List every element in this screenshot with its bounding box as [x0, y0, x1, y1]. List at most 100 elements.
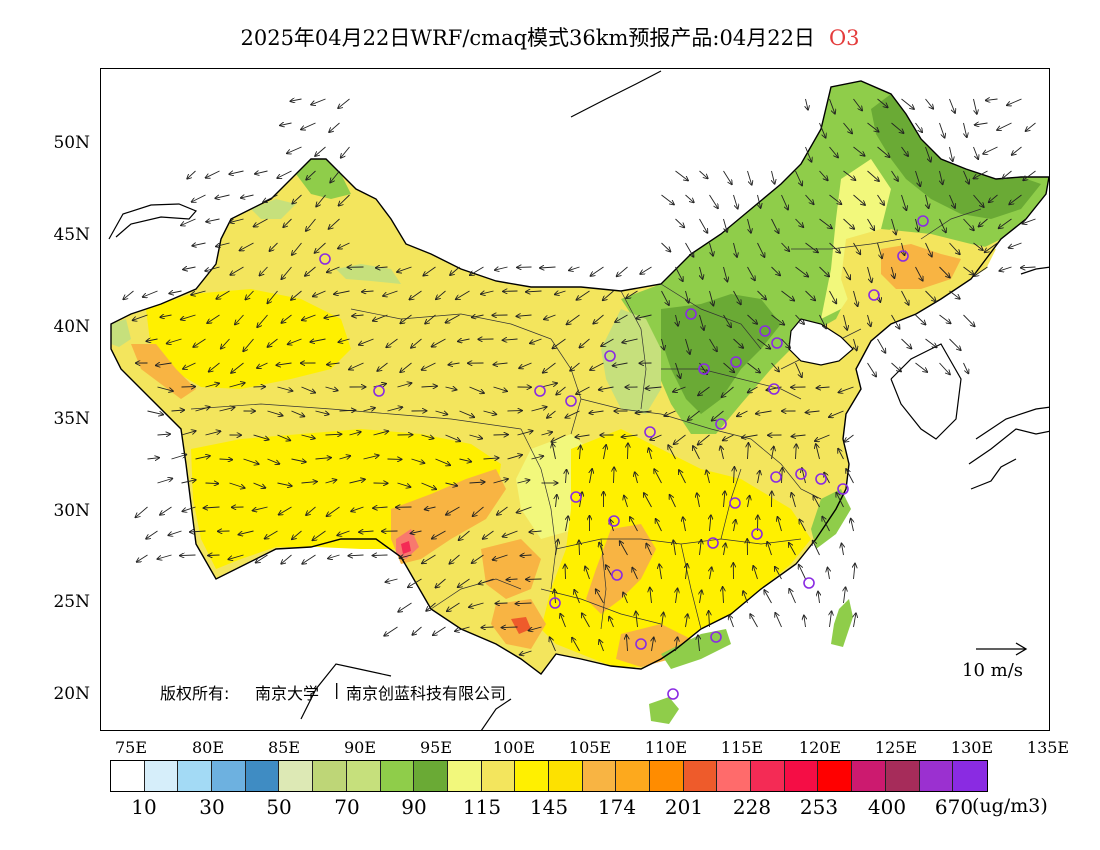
- wind-arrow: [949, 98, 956, 113]
- wind-arrow: [915, 170, 921, 186]
- wind-arrow: [795, 170, 803, 186]
- wind-arrow: [421, 434, 434, 438]
- wind-arrow: [334, 290, 350, 294]
- wind-arrow: [829, 242, 841, 253]
- wind-arrow: [280, 123, 292, 125]
- wind-arrow: [734, 467, 735, 484]
- wind-arrow: [230, 218, 244, 222]
- wind-arrow: [191, 290, 206, 295]
- wind-arrow: [253, 482, 266, 488]
- lat-label: 45N: [53, 225, 90, 245]
- lon-label: 130E: [950, 738, 994, 757]
- wind-arrow: [411, 531, 422, 533]
- wind-arrow: [983, 146, 998, 154]
- wind-arrow: [219, 459, 233, 460]
- wind-arrow: [327, 506, 340, 516]
- wind-arrow: [815, 434, 830, 441]
- city-marker: [667, 688, 679, 700]
- wind-arrow: [216, 290, 230, 299]
- wind-arrow: [830, 611, 832, 628]
- wind-arrow: [123, 290, 134, 299]
- wind-arrow: [576, 386, 590, 394]
- wind-arrow: [699, 314, 704, 330]
- wind-arrow: [805, 242, 818, 252]
- wind-arrow: [974, 266, 988, 276]
- wind-arrow: [901, 194, 907, 210]
- wind-arrow: [529, 626, 542, 631]
- wind-arrow: [999, 218, 1012, 228]
- city-marker: [730, 356, 742, 368]
- wind-arrow: [408, 578, 422, 587]
- wind-arrow: [570, 362, 580, 371]
- wind-arrow: [709, 338, 717, 351]
- wind-arrow: [283, 218, 292, 227]
- wind-arrow: [789, 543, 796, 556]
- wind-arrow: [915, 122, 923, 132]
- colorbar-cell: [616, 761, 650, 791]
- city-marker: [707, 537, 719, 549]
- wind-arrow: [844, 434, 854, 442]
- wind-arrow: [818, 592, 820, 604]
- wind-arrow: [764, 590, 772, 604]
- city-marker: [751, 528, 763, 540]
- wind-arrow: [292, 242, 302, 255]
- wind-arrow: [901, 98, 915, 109]
- wind-arrow: [397, 266, 412, 272]
- junggar-green: [296, 159, 351, 199]
- wind-arrow: [693, 446, 700, 460]
- wind-arrow: [949, 194, 956, 208]
- lat-label: 50N: [53, 133, 90, 153]
- wind-arrow: [824, 473, 830, 484]
- wind-arrow: [867, 218, 875, 230]
- wind-arrow: [277, 434, 291, 440]
- wind-arrow: [772, 170, 775, 184]
- wind-arrow: [733, 242, 738, 257]
- wind-arrow: [698, 386, 710, 395]
- wind-arrow: [422, 362, 436, 370]
- wind-arrow: [622, 435, 638, 437]
- map-panel: [100, 68, 1050, 731]
- wind-arrow: [822, 517, 830, 532]
- wind-arrow: [902, 242, 905, 255]
- wind-arrow: [339, 410, 356, 411]
- colorbar-cell: [279, 761, 314, 791]
- wind-arrow: [939, 122, 945, 138]
- wind-arrow: [421, 386, 438, 387]
- wind-arrow: [579, 541, 580, 556]
- wind-arrow: [698, 635, 700, 652]
- wind-arrow: [644, 493, 652, 508]
- wind-arrow: [676, 589, 678, 604]
- colorbar: [110, 760, 988, 792]
- wind-arrow: [781, 242, 790, 251]
- wind-arrow: [661, 194, 674, 205]
- wind-arrow: [541, 432, 553, 435]
- wind-arrow: [290, 99, 302, 101]
- wind-arrow: [277, 170, 292, 178]
- wind-arrow: [183, 362, 196, 369]
- wind-arrow: [750, 614, 758, 628]
- wind-arrow: [339, 456, 351, 459]
- south-coast-green: [661, 629, 731, 669]
- wind-arrow: [157, 386, 173, 391]
- city-marker: [759, 325, 771, 337]
- wind-arrow: [459, 410, 475, 417]
- wind-arrow: [315, 458, 332, 459]
- wind-arrow: [723, 170, 732, 184]
- lon-label: 75E: [114, 738, 148, 757]
- wind-arrow: [456, 290, 470, 299]
- wind-arrow: [516, 603, 532, 604]
- wind-arrow: [901, 338, 912, 349]
- wind-arrow: [782, 468, 783, 484]
- wind-arrow: [805, 146, 812, 162]
- wind-arrow: [733, 194, 738, 209]
- wind-arrow: [325, 386, 338, 391]
- wind-reference-label: 10 m/s: [962, 660, 1023, 681]
- wind-arrow: [253, 506, 268, 511]
- wind-arrow: [566, 470, 567, 484]
- wind-arrow: [231, 362, 244, 373]
- wind-arrow: [939, 218, 946, 232]
- wind-arrow: [277, 483, 292, 486]
- colorbar-cell: [447, 761, 482, 791]
- wind-arrow: [842, 544, 844, 556]
- wind-arrow: [675, 362, 681, 378]
